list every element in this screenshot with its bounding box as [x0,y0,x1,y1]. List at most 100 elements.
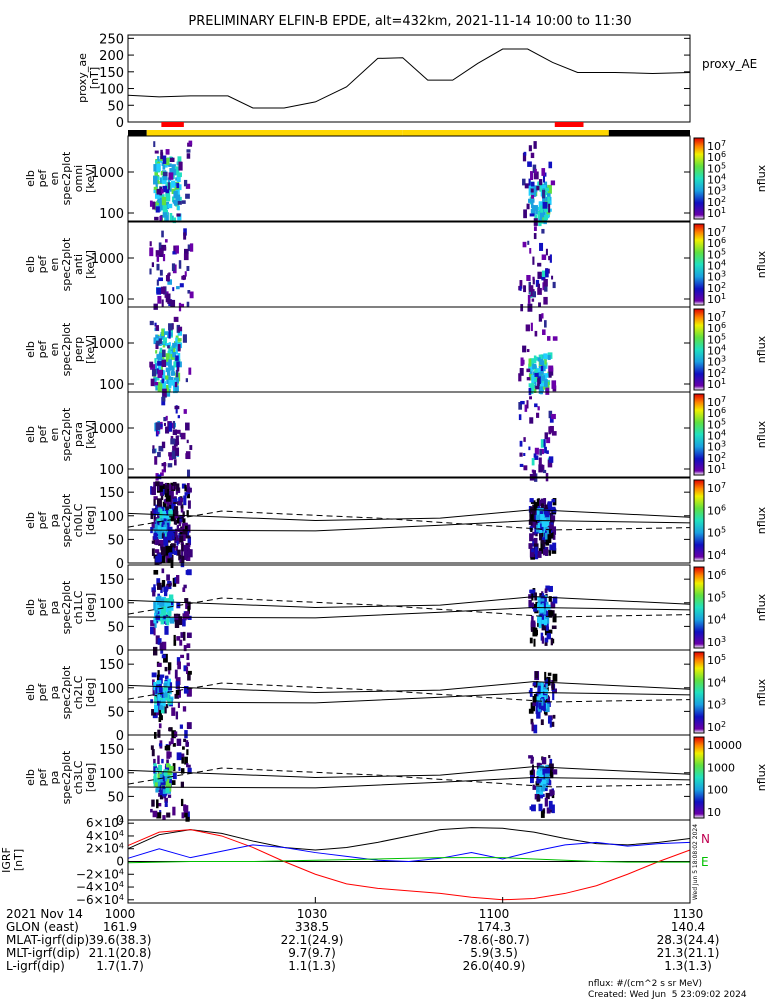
spectrogram-pixel [529,533,534,542]
spectrogram-pixel [541,276,546,281]
spectrogram-pixel [156,188,160,195]
spectrogram-pixel [171,780,176,785]
spectrogram-pixel [187,601,191,610]
spectrogram-pixel [170,299,176,307]
spectrogram-pixel [533,603,537,610]
spectrogram-pixel [162,381,166,390]
spectrogram-pixel [174,166,180,176]
spectrogram-pixel [156,706,161,716]
spectrogram-pixel [173,316,179,322]
ylabel-line: [keV] [84,420,97,449]
spectrogram-pixel [165,361,170,366]
spectrogram-pixel [176,525,180,532]
footer-value: 1030 [296,907,328,921]
spectrogram-pixel [159,215,162,222]
spectrogram-pixel [548,426,552,435]
spectrogram-pixel [539,598,545,602]
spectrogram-pixel [178,161,182,171]
spectrogram-pixel [169,601,174,606]
spectrogram-pixel [165,293,171,303]
spectrogram-pixel [170,376,174,382]
colorbar-tick: 102 [707,280,726,295]
spectrogram-pixel [529,806,533,810]
spectrogram-pixel [539,529,543,533]
spectrogram-pixel [179,639,183,646]
spectrogram-pixel [529,396,532,400]
spectrogram-pixel [544,532,548,540]
spectrogram-pixel [537,406,540,411]
spectrogram-pixel [165,195,171,202]
spectrogram-pixel [164,775,170,782]
spectrogram-pixel [531,722,534,732]
spectrogram-pixel [543,296,548,305]
spectrogram-pixel [161,654,166,659]
spectrogram-pixel [166,751,171,759]
footer-value: 1100 [478,907,510,921]
spectrogram-pixel [170,497,173,506]
spectrogram-pixel [523,465,528,471]
spectrogram-pixel [176,182,180,189]
spectrogram-pixel [551,526,557,535]
spectrogram-pixel [182,511,185,518]
spectrogram-pixel [532,531,537,536]
spectrogram-pixel [538,386,544,394]
spectrogram-pixel [540,703,546,711]
spectrogram-pixel [158,338,162,344]
spectrogram-pixel [552,535,556,540]
spectrogram-pixel [169,346,173,350]
spectrogram-pixel [542,215,545,222]
spectrogram-pixel [537,603,541,611]
spectrogram-pixel [157,638,162,645]
spectrogram-pixel [182,587,186,592]
spectrogram-pixel [181,550,184,560]
spectrogram-pixel [189,243,194,252]
spectrogram-pixel [544,354,548,359]
spectrogram-pixel [183,497,187,506]
colorbar [693,651,705,734]
spectrogram-pixel [169,682,173,690]
spectrogram-pixel [536,701,539,708]
spectrogram-pixel [520,304,524,312]
spectrogram-pixel [155,687,159,694]
ytick-label: 1000 [91,422,124,437]
spectrogram-pixel [161,230,164,238]
spectrogram-pixel [188,367,192,375]
spectrogram-pixel [173,516,177,525]
spectrogram-pixel [532,511,536,520]
spectrogram-pixel [550,772,554,779]
spectrogram-pixel [175,545,179,552]
spectrogram-pixel [533,453,537,458]
spectrogram-pixel [551,275,554,280]
spectrogram-pixel [548,203,551,213]
ytick-label: 4×104 [86,828,124,843]
spectrogram-pixel [165,495,171,502]
spectrogram-pixel [548,410,553,419]
spectrogram-pixel [544,615,547,619]
ytick-label: 200 [99,49,124,64]
spectrogram-pixel [537,372,542,378]
spectrogram-pixel [541,254,547,260]
spectrogram-pixel [535,385,540,390]
spectrogram-pixel [169,617,175,624]
spectrogram-pixel [543,787,548,792]
spectrogram-pixel [169,168,174,177]
spectrogram-pixel [175,355,179,361]
spectrogram-pixel [183,665,188,672]
colorbar [693,566,705,649]
spectrogram-pixel [180,768,185,774]
spectrogram-pixel [157,755,160,765]
spectrogram-pixel [519,452,523,457]
spectrogram-pixel [543,547,547,551]
panel-ch3LC: 150 100 50 0 10000 1000 100 10 nflux [99,734,768,829]
spectrogram-pixel [161,641,167,651]
spectrogram-pixel [530,528,533,532]
colorbar-tick: 104 [707,548,726,563]
colorbar-tick: 104 [707,612,726,627]
spectrogram-pixel [154,536,157,545]
spectrogram-pixel [537,682,540,686]
spectrogram-pixel [171,730,176,739]
spectrogram-pixel [544,671,547,681]
spectrogram-pixel [547,501,553,508]
spectrogram-pixel [154,456,158,465]
colorbar-tick: 103 [707,697,726,712]
